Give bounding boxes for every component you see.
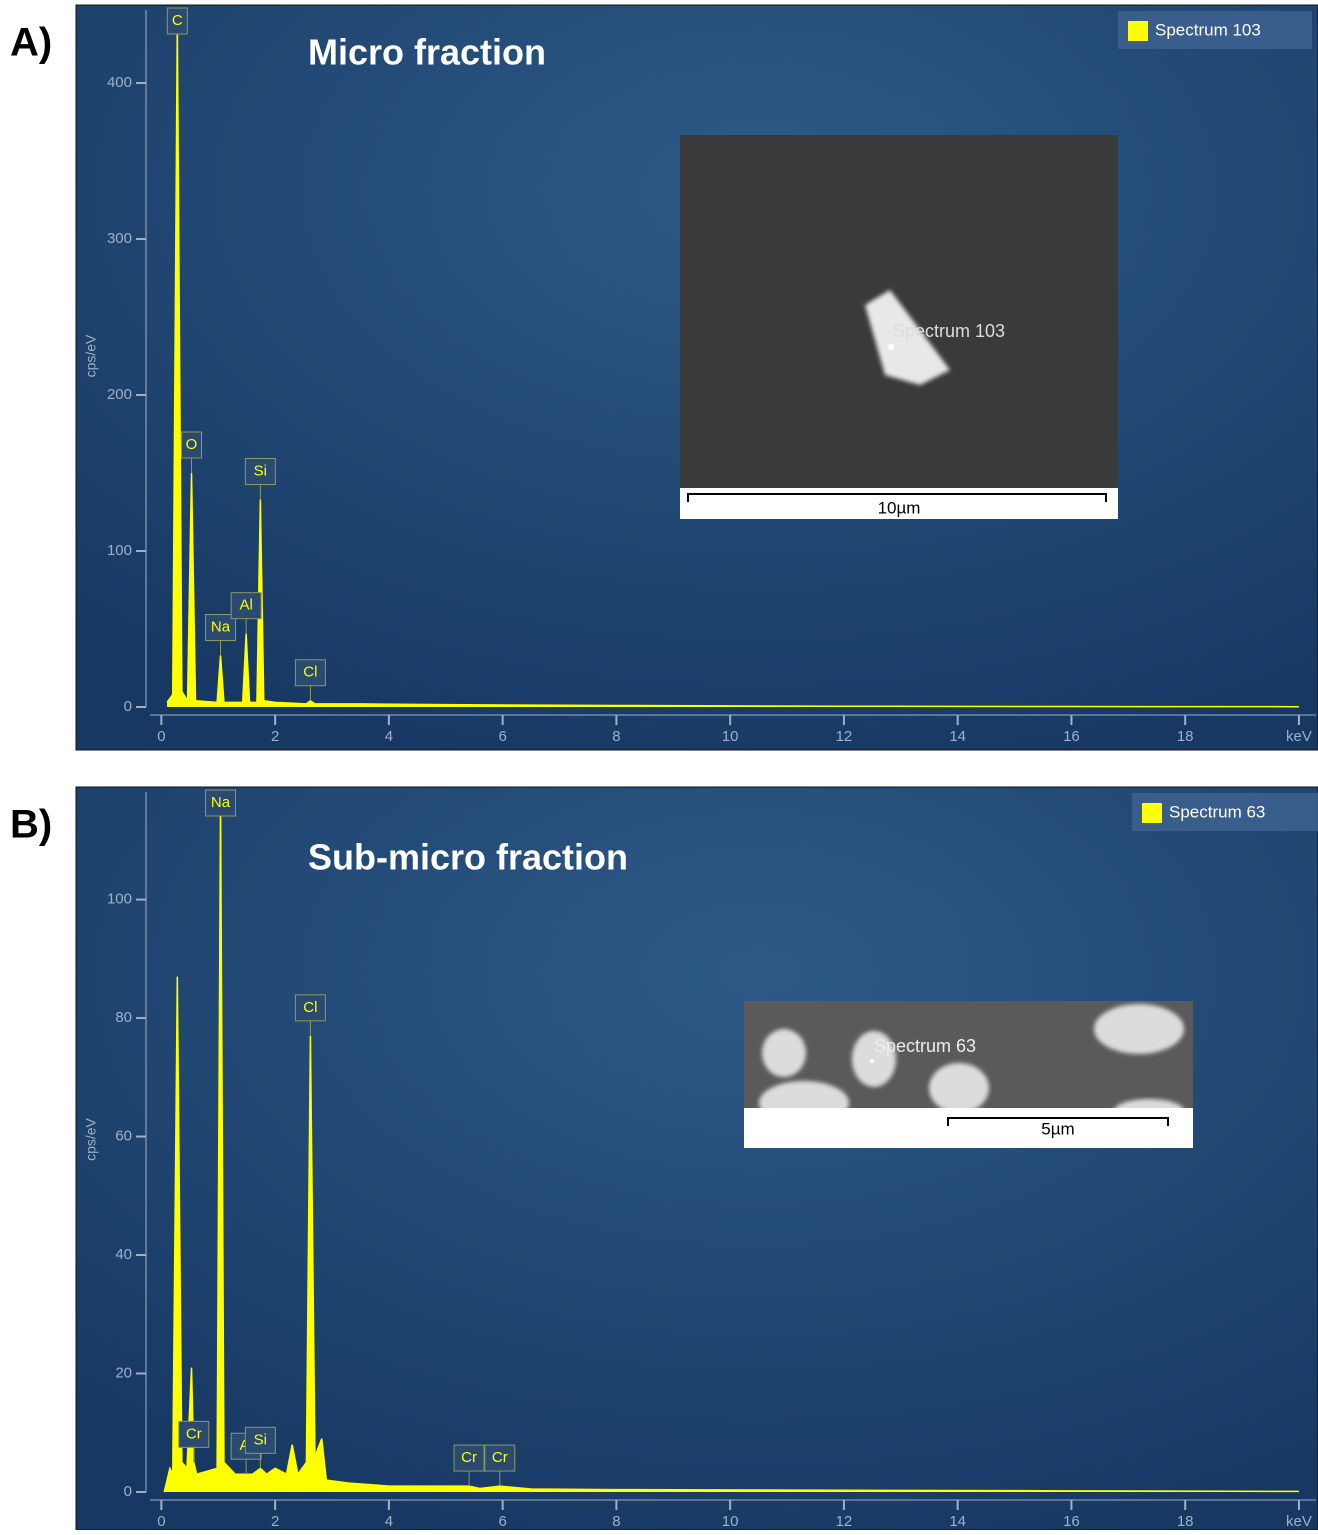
peak-label-box	[244, 458, 276, 486]
particle	[852, 1031, 896, 1087]
chart-panel: B) Sub-micro fraction cps/eV 0 20 40 60 80 100 0 2…	[10, 786, 1318, 1531]
spot-label: Spectrum 103	[893, 321, 1005, 341]
peak-label: Cr	[492, 1449, 508, 1466]
particle	[865, 290, 950, 385]
chart-title: Micro fraction	[308, 32, 546, 73]
x-tick-label: 4	[385, 1513, 393, 1530]
spot-label: Spectrum 63	[874, 1036, 976, 1056]
x-tick-label: 6	[498, 1513, 506, 1530]
y-tick-label: 100	[107, 891, 132, 908]
x-tick-label: 0	[157, 728, 165, 745]
peak-label: Si	[254, 1431, 267, 1448]
y-tick-label: 0	[124, 698, 132, 715]
y-tick-label: 80	[115, 1009, 132, 1026]
x-tick-label: keV	[1286, 728, 1312, 745]
x-tick-label: 10	[722, 1513, 739, 1530]
x-tick-label: 12	[836, 728, 853, 745]
chart-title: Sub-micro fraction	[308, 837, 628, 878]
peak-label-box	[294, 659, 326, 687]
x-tick-label: 12	[836, 1513, 853, 1530]
x-tick-label: 16	[1063, 1513, 1080, 1530]
x-tick-label: 0	[157, 1513, 165, 1530]
legend-swatch	[1142, 803, 1162, 823]
y-axis-label: cps/eV	[83, 334, 99, 377]
peak-label-box	[484, 1444, 516, 1472]
x-tick-label: 8	[612, 728, 620, 745]
y-tick-label: 20	[115, 1364, 132, 1381]
y-tick-label: 200	[107, 386, 132, 403]
peak-label: Cl	[303, 664, 317, 681]
particle	[1094, 1004, 1184, 1054]
peak-label: Si	[254, 462, 267, 479]
y-tick-label: 40	[115, 1246, 132, 1263]
peak-label-box	[294, 994, 326, 1022]
legend-box	[1132, 793, 1318, 831]
x-tick-label: 16	[1063, 728, 1080, 745]
peak-label: Al	[239, 597, 252, 614]
x-tick-label: 14	[949, 1513, 966, 1530]
x-tick-label: 4	[385, 728, 393, 745]
peak-label-box	[181, 431, 203, 459]
x-tick-label: 2	[271, 728, 279, 745]
legend-swatch	[1128, 21, 1148, 41]
panel-label: A)	[10, 21, 52, 65]
panel-label: B)	[10, 803, 52, 847]
x-tick-label: 10	[722, 728, 739, 745]
x-tick-label: 18	[1177, 728, 1194, 745]
scale-bar-label: 10µm	[878, 498, 921, 517]
x-tick-label: 8	[612, 1513, 620, 1530]
peak-label: Na	[211, 794, 231, 811]
peak-label-box	[244, 1426, 276, 1454]
x-tick-label: 2	[271, 1513, 279, 1530]
y-tick-label: 60	[115, 1128, 132, 1145]
y-tick-label: 0	[124, 1483, 132, 1500]
peak-label: Cr	[461, 1449, 477, 1466]
spot	[870, 1059, 874, 1063]
y-tick-label: 100	[107, 542, 132, 559]
peak-label-box	[205, 614, 237, 642]
peak-label: Cl	[303, 999, 317, 1016]
peak-label-box	[205, 789, 237, 817]
particle	[762, 1029, 806, 1077]
scale-bar-area	[744, 1108, 1193, 1148]
y-tick-label: 400	[107, 74, 132, 91]
peak-label-box	[453, 1444, 485, 1472]
spectrum-line	[166, 20, 1299, 708]
legend-box	[1118, 11, 1312, 49]
x-tick-label: 18	[1177, 1513, 1194, 1530]
legend-label: Spectrum 63	[1169, 802, 1265, 821]
chart-panel: A) Micro fraction cps/eV 0 100 200 300 400 0 2 4 6 8…	[10, 4, 1318, 751]
spot	[888, 344, 894, 350]
spectrum-line	[163, 798, 1299, 1493]
y-tick-label: 300	[107, 230, 132, 247]
peak-label: C	[172, 12, 183, 29]
y-axis-label: cps/eV	[83, 1117, 99, 1160]
plot-background	[75, 786, 1318, 1531]
particle	[929, 1063, 989, 1113]
peak-label: Na	[211, 618, 231, 635]
scale-bar	[947, 1117, 1169, 1126]
peak-label-box	[166, 7, 188, 35]
legend-label: Spectrum 103	[1155, 20, 1261, 39]
x-tick-label: 14	[949, 728, 966, 745]
x-tick-label: keV	[1286, 1513, 1312, 1530]
peak-label-box	[230, 592, 262, 620]
peak-label-box	[178, 1420, 210, 1448]
peak-label: Cr	[186, 1425, 202, 1442]
x-tick-label: 6	[498, 728, 506, 745]
scale-bar-label: 5µm	[1041, 1119, 1074, 1138]
scale-bar	[687, 493, 1107, 502]
peak-label: O	[186, 436, 198, 453]
